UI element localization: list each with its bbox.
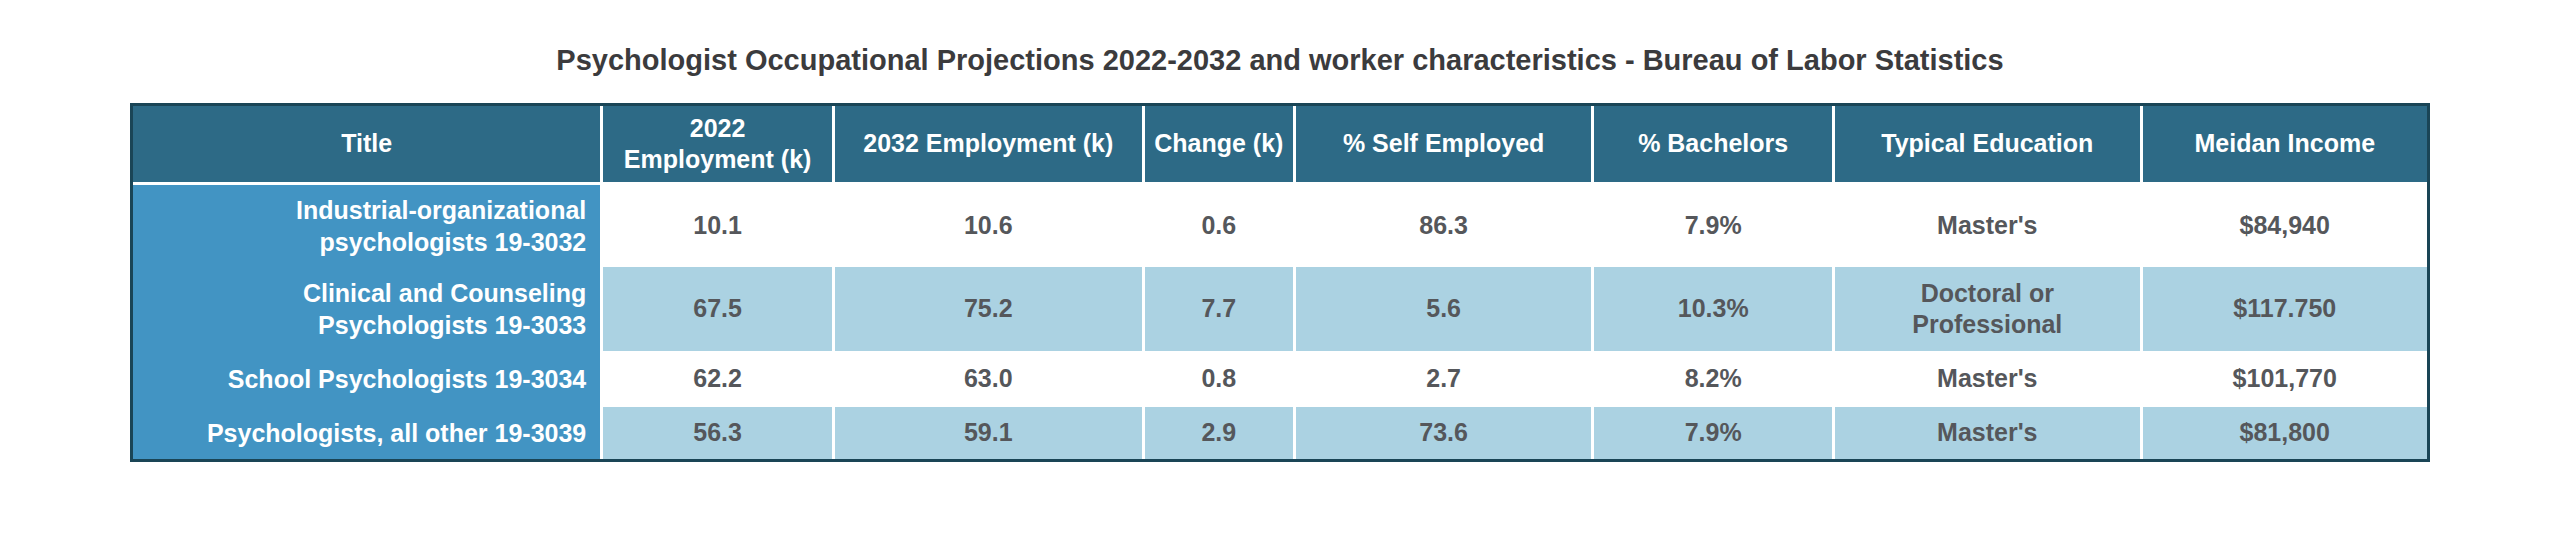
data-cell: Master's [1835,185,2142,267]
header-row: Title2022 Employment (k)2032 Employment … [133,106,2427,185]
data-cell: 86.3 [1296,185,1594,267]
table-header: Title2022 Employment (k)2032 Employment … [133,106,2427,185]
page-container: Psychologist Occupational Projections 20… [130,0,2430,462]
data-cell: $84,940 [2143,185,2428,267]
data-cell: 8.2% [1594,351,1835,407]
data-cell: 7.9% [1594,185,1835,267]
data-cell: Master's [1835,407,2142,459]
table-row: School Psychologists 19-303462.263.00.82… [133,351,2427,407]
row-title-cell: Clinical and Counseling Psychologists 19… [133,267,603,351]
data-cell: 10.6 [835,185,1145,267]
column-header: 2032 Employment (k) [835,106,1145,185]
column-header: % Self Employed [1296,106,1594,185]
data-cell: 67.5 [603,267,835,351]
data-cell: 2.9 [1145,407,1296,459]
projections-table: Title2022 Employment (k)2032 Employment … [130,103,2430,462]
data-cell: 59.1 [835,407,1145,459]
page-title: Psychologist Occupational Projections 20… [130,44,2430,77]
data-cell: $101,770 [2143,351,2428,407]
column-header: Title [133,106,603,185]
row-title-cell: Industrial-organizational psychologists … [133,185,603,267]
column-header: Meidan Income [2143,106,2428,185]
data-cell: 2.7 [1296,351,1594,407]
data-cell: 10.1 [603,185,835,267]
column-header: % Bachelors [1594,106,1835,185]
data-cell: 56.3 [603,407,835,459]
data-cell: 7.9% [1594,407,1835,459]
data-cell: $117.750 [2143,267,2428,351]
table-row: Psychologists, all other 19-303956.359.1… [133,407,2427,459]
column-header: 2022 Employment (k) [603,106,835,185]
column-header: Typical Education [1835,106,2142,185]
column-header: Change (k) [1145,106,1296,185]
data-cell: 62.2 [603,351,835,407]
data-cell: $81,800 [2143,407,2428,459]
table-body: Industrial-organizational psychologists … [133,185,2427,459]
data-cell: 7.7 [1145,267,1296,351]
data-cell: 5.6 [1296,267,1594,351]
data-cell: 0.6 [1145,185,1296,267]
data-cell: 73.6 [1296,407,1594,459]
row-title-cell: Psychologists, all other 19-3039 [133,407,603,459]
data-cell: Doctoral or Professional [1835,267,2142,351]
data-cell: 75.2 [835,267,1145,351]
table-row: Clinical and Counseling Psychologists 19… [133,267,2427,351]
data-cell: 0.8 [1145,351,1296,407]
data-cell: 63.0 [835,351,1145,407]
table-row: Industrial-organizational psychologists … [133,185,2427,267]
data-cell: Master's [1835,351,2142,407]
row-title-cell: School Psychologists 19-3034 [133,351,603,407]
data-cell: 10.3% [1594,267,1835,351]
